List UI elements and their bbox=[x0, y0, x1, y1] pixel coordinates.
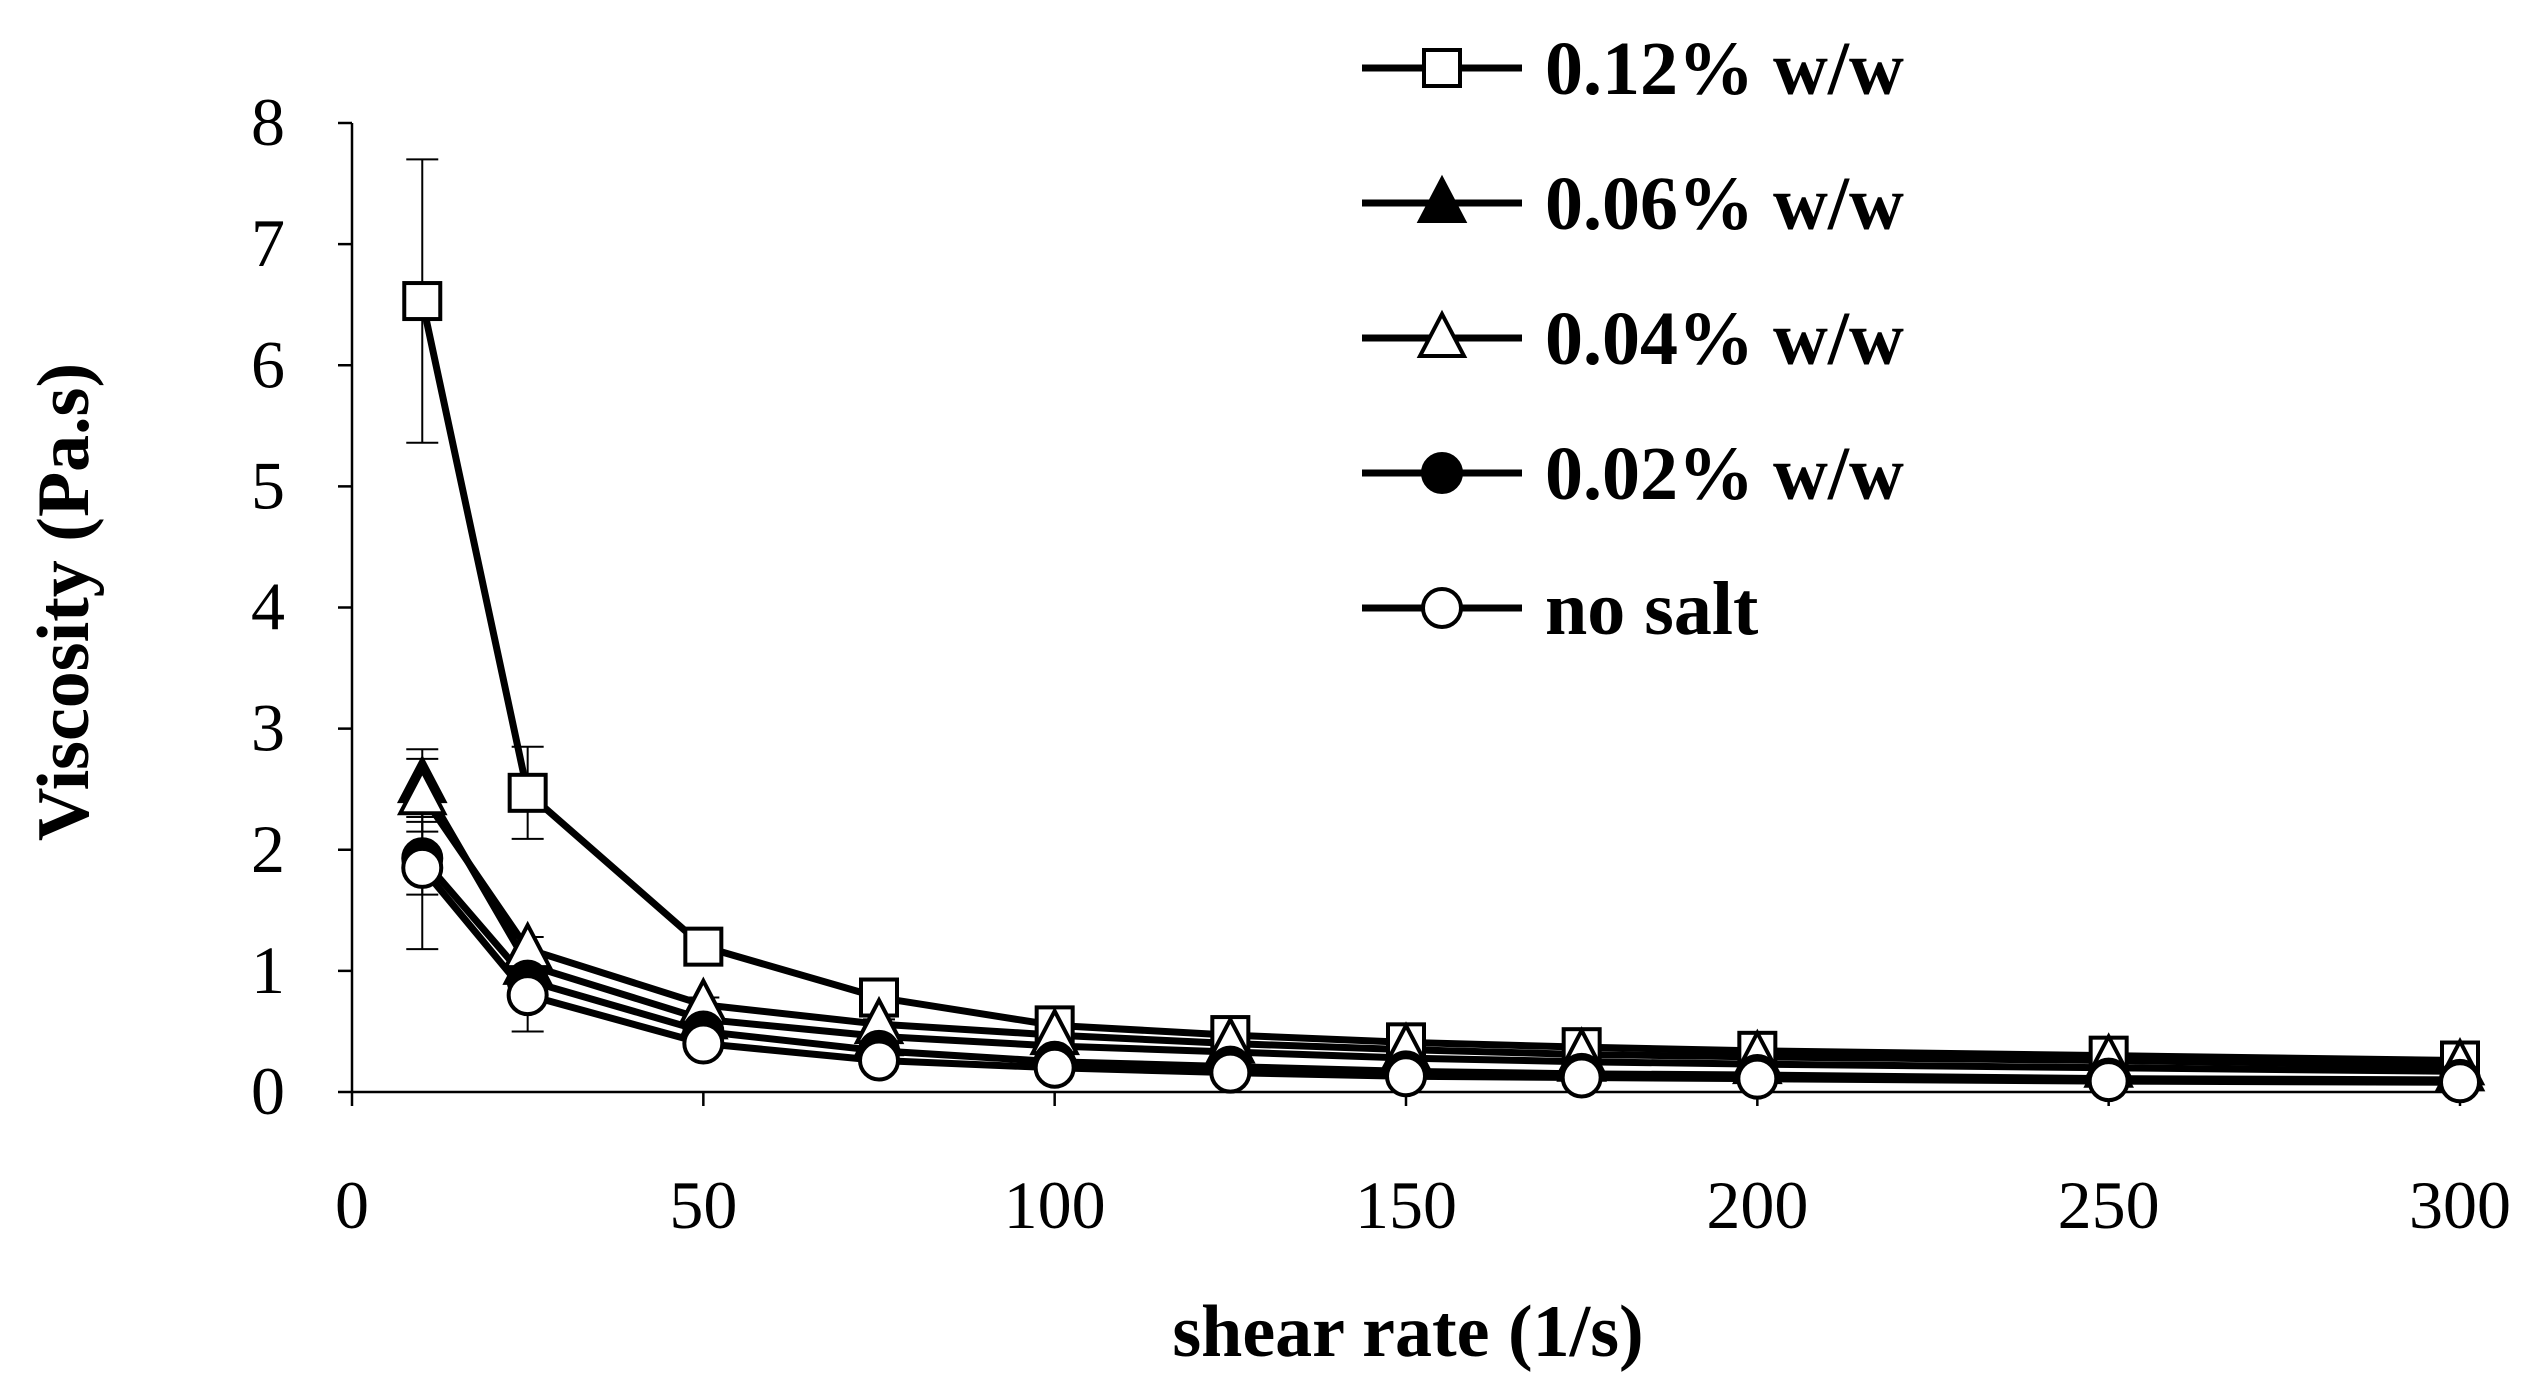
x-tick-label: 300 bbox=[2409, 1167, 2511, 1243]
legend-marker-0-06-w-w bbox=[1416, 174, 1468, 223]
y-tick-label: 8 bbox=[251, 84, 285, 160]
x-tick-label: 250 bbox=[2058, 1167, 2160, 1243]
data-point-no-salt bbox=[506, 974, 549, 1017]
series-lines bbox=[418, 300, 2461, 1086]
legend: 0.12% w/w 0.06% w/w 0.04% w/w 0.02% w/w no s… bbox=[1362, 27, 1904, 651]
data-point-no-salt bbox=[401, 846, 444, 889]
legend-marker-0-12-w-w bbox=[1422, 48, 1462, 88]
y-axis-title: Viscosity (Pa.s) bbox=[23, 363, 105, 841]
data-point-no-salt bbox=[1736, 1057, 1779, 1100]
y-tick-label: 0 bbox=[251, 1053, 285, 1129]
series-line-0-06-w-w bbox=[419, 781, 2461, 1075]
y-tick-label: 3 bbox=[251, 690, 285, 766]
legend-marker-0-02-w-w bbox=[1421, 452, 1463, 494]
x-axis-title: shear rate (1/s) bbox=[1172, 1291, 1643, 1373]
x-tick-label: 100 bbox=[1004, 1167, 1106, 1243]
data-point-no-salt bbox=[1560, 1056, 1603, 1099]
data-point-no-salt bbox=[858, 1039, 900, 1082]
data-point-no-salt bbox=[1209, 1051, 1252, 1094]
x-tick-label: 0 bbox=[335, 1167, 369, 1243]
y-tick-label: 2 bbox=[251, 811, 285, 887]
series-line-0-12-w-w bbox=[418, 300, 2461, 1065]
x-tick-label: 50 bbox=[669, 1167, 737, 1243]
x-tick-label: 150 bbox=[1355, 1167, 1457, 1243]
y-tick-label: 1 bbox=[251, 932, 285, 1008]
legend-label-0-02-w-w: 0.02% w/w bbox=[1545, 432, 1904, 516]
legend-label-no-salt: no salt bbox=[1545, 567, 1758, 651]
legend-marker-no-salt bbox=[1421, 587, 1463, 629]
data-point-no-salt bbox=[1033, 1046, 1076, 1089]
data-point-no-salt bbox=[2439, 1061, 2481, 1104]
y-tick-label: 4 bbox=[251, 569, 285, 645]
legend-label-0-12-w-w: 0.12% w/w bbox=[1545, 27, 1904, 111]
x-tick-label: 200 bbox=[1706, 1167, 1808, 1243]
legend-label-0-04-w-w: 0.04% w/w bbox=[1545, 297, 1904, 381]
data-point-no-salt bbox=[2087, 1060, 2130, 1103]
y-tick-label: 6 bbox=[251, 326, 285, 402]
data-point-0-12-w-w bbox=[683, 926, 724, 967]
y-tick-label: 7 bbox=[251, 205, 285, 281]
axes: 0 50 100 150 200 250 300 0 1 2 3 4 5 6 7 8 bbox=[251, 84, 2511, 1243]
legend-label-0-06-w-w: 0.06% w/w bbox=[1545, 162, 1904, 246]
series-markers bbox=[396, 281, 2486, 1104]
data-point-no-salt bbox=[1385, 1055, 1427, 1098]
data-point-0-04-w-w bbox=[396, 766, 448, 816]
data-point-no-salt bbox=[682, 1022, 725, 1065]
y-tick-label: 5 bbox=[251, 447, 285, 523]
data-point-0-12-w-w bbox=[402, 281, 443, 322]
data-point-0-12-w-w bbox=[507, 772, 548, 813]
legend-marker-0-04-w-w bbox=[1416, 309, 1468, 358]
